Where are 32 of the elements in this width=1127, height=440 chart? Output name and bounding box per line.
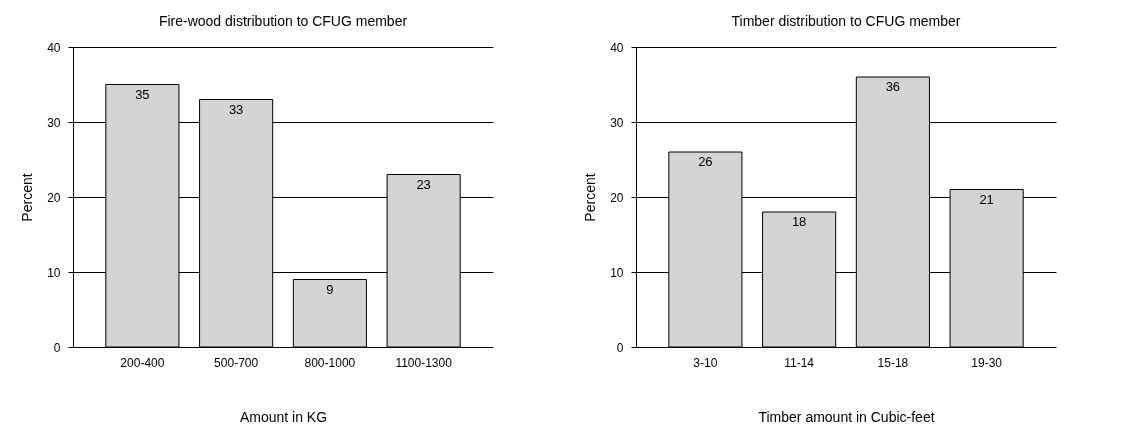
y-tick-label: 40 — [47, 40, 61, 55]
y-tick-label: 0 — [616, 340, 624, 355]
y-tick-label: 30 — [610, 115, 624, 130]
data-label: 23 — [416, 176, 431, 192]
y-tick-label: 40 — [610, 40, 624, 55]
data-label: 21 — [979, 191, 994, 207]
x-axis-title: Timber amount in Cubic-feet — [758, 408, 935, 425]
y-axis-title: Percent — [19, 173, 36, 222]
x-tick-label: 3-10 — [693, 355, 718, 370]
y-axis-title: Percent — [582, 173, 599, 222]
x-tick-label: 15-18 — [877, 355, 909, 370]
data-label: 18 — [791, 214, 807, 229]
data-label: 33 — [228, 101, 244, 117]
chart-title: Fire-wood distribution to CFUG member — [158, 13, 408, 29]
data-label: 36 — [885, 79, 901, 94]
y-tick-label: 20 — [47, 190, 61, 205]
y-tick-label: 10 — [47, 265, 61, 280]
data-label: 35 — [135, 86, 150, 102]
y-tick-label: 30 — [47, 115, 61, 130]
y-tick-label: 0 — [53, 340, 61, 355]
x-tick-label: 19-30 — [971, 355, 1003, 370]
x-axis-title: Amount in KG — [239, 408, 328, 425]
data-label: 9 — [326, 281, 334, 297]
x-tick-label: 11-14 — [784, 355, 815, 370]
x-tick-label: 800-1000 — [304, 355, 356, 370]
chart-title: Timber distribution to CFUG member — [731, 13, 961, 29]
y-tick-label: 10 — [610, 265, 624, 280]
x-tick-label: 200-400 — [120, 355, 165, 370]
data-label: 26 — [698, 154, 713, 169]
x-tick-label: 500-700 — [214, 355, 259, 370]
y-tick-label: 20 — [610, 190, 624, 205]
x-tick-label: 1100-1300 — [395, 355, 453, 370]
